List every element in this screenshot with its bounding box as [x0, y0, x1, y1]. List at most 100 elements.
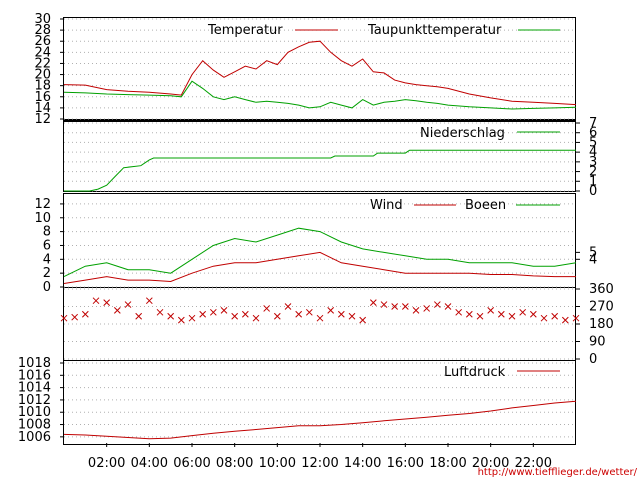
temperature-ytick-label: 14 [34, 101, 51, 116]
wind-direction-point [572, 314, 580, 322]
legend-niederschlag-label: Niederschlag [420, 126, 505, 141]
wind-direction-ytick-right-label: 0 [589, 352, 597, 367]
temperatur-line [63, 40, 577, 106]
x-axis-label: 14:00 [344, 456, 381, 471]
wind-ytick-label: 4 [43, 252, 51, 267]
precipitation-ytick-right-label: 0 [589, 184, 597, 199]
wind-direction-point [188, 314, 196, 322]
x-axis-label: 04:00 [131, 456, 168, 471]
wind-direction-point [231, 312, 239, 320]
x-axis-label: 02:00 [88, 456, 125, 471]
wind-direction-point [433, 301, 441, 308]
wind-direction-point [487, 307, 495, 314]
pressure-ytick-label: 1006 [18, 430, 51, 445]
wind-direction-point [465, 310, 473, 318]
wind-direction-ytick-right-label: 270 [589, 300, 614, 315]
legend-luftdruck-label: Luftdruck [444, 365, 506, 380]
wind-direction-point [401, 303, 409, 310]
temperature-ytick-label: 12 [34, 112, 51, 127]
precipitation-ytick-right-label: 7 [589, 116, 597, 131]
wind-direction-point [561, 316, 569, 324]
wind-direction-point [60, 314, 68, 322]
wind-direction-point [529, 310, 537, 318]
wind-direction-point [263, 305, 271, 312]
wind-ytick-label: 8 [43, 225, 51, 240]
wind-direction-point [167, 312, 175, 320]
wind-direction-point [284, 303, 292, 310]
luftdruck-line [63, 400, 577, 440]
wind-direction-point [455, 308, 463, 316]
wind-ytick-label: 6 [43, 238, 51, 253]
wind-direction-point [103, 299, 111, 306]
wind-direction-point [519, 308, 527, 316]
x-axis-label: 18:00 [429, 456, 466, 471]
wind-direction-point [135, 312, 143, 320]
wind-direction-point [124, 301, 132, 308]
x-axis-label: 08:00 [216, 456, 253, 471]
precipitation-ytick-right-label: 2 [589, 165, 597, 180]
wind-ytick-label: 0 [43, 280, 51, 295]
precipitation-ytick-right-label: 6 [589, 126, 597, 141]
temperature-ytick-label: 28 [34, 23, 51, 38]
precipitation-ytick-right-label: 1 [589, 174, 597, 189]
pressure-ytick-label: 1018 [18, 356, 51, 371]
wind-ytick-right-label: 4 [589, 252, 597, 267]
wind-ytick-right-label: 5 [589, 245, 597, 260]
temperature-ytick-label: 20 [34, 68, 51, 83]
wind-direction-point [156, 308, 164, 316]
wind-direction-point [423, 305, 431, 312]
precipitation-panel-frame [63, 121, 576, 192]
taupunkttemperatur-line [63, 80, 577, 110]
temperature-ytick-label: 22 [34, 56, 51, 71]
precipitation-ytick-right-label: 5 [589, 135, 597, 150]
wind-direction-point [476, 312, 484, 320]
wind-direction-point [497, 310, 505, 318]
wind-direction-point [551, 312, 559, 320]
precipitation-ytick-right-label: 3 [589, 155, 597, 170]
wind-direction-point [252, 314, 260, 322]
wind-direction-point [359, 316, 367, 324]
temperature-ytick-label: 16 [34, 90, 51, 105]
wind-direction-point [444, 303, 452, 310]
precipitation-ytick-right-label: 4 [589, 145, 597, 160]
legend-wind-label: Wind [370, 198, 403, 213]
niederschlag-line [64, 149, 576, 192]
wind-direction-ytick-right-label: 180 [589, 317, 614, 332]
temperature-ytick-label: 26 [34, 34, 51, 49]
wind-direction-point [295, 310, 303, 318]
wind-ytick-label: 2 [43, 266, 51, 281]
wind-direction-point [348, 312, 356, 320]
wind-direction-ytick-right-label: 360 [589, 282, 614, 297]
x-axis-label: 16:00 [387, 456, 424, 471]
wind-direction-point [380, 301, 388, 308]
wind-direction-ytick-right-label: 90 [589, 335, 606, 350]
wind-direction-point [337, 310, 345, 318]
pressure-ytick-label: 1008 [18, 418, 51, 433]
wind-direction-point [241, 310, 249, 318]
wind-direction-point [199, 310, 207, 318]
wind-direction-point [305, 308, 313, 316]
wind-ytick-label: 10 [34, 211, 51, 226]
x-axis-label: 12:00 [301, 456, 338, 471]
wind-direction-point [177, 316, 185, 324]
wind-direction-point [508, 312, 516, 320]
wind-direction-point [540, 314, 548, 322]
wind-direction-point [71, 313, 79, 321]
x-axis-label: 06:00 [173, 456, 210, 471]
wind-direction-point [220, 307, 228, 314]
wind-direction-point [113, 307, 121, 314]
wind-direction-point [391, 303, 399, 310]
wind-direction-point [145, 297, 153, 305]
legend-boeen-label: Boeen [465, 198, 506, 213]
pressure-ytick-label: 1010 [18, 405, 51, 420]
x-axis-label: 22:00 [515, 456, 552, 471]
temperature-ytick-label: 18 [34, 79, 51, 94]
source-url[interactable]: http://www.tiefflieger.de/wetter/ [478, 467, 638, 478]
wind-direction-point [369, 299, 377, 306]
wind-direction-point [92, 297, 100, 305]
legend-temperatur-label: Temperatur [207, 23, 283, 38]
wind-direction-point [316, 314, 324, 322]
wind-direction-point [209, 308, 217, 316]
